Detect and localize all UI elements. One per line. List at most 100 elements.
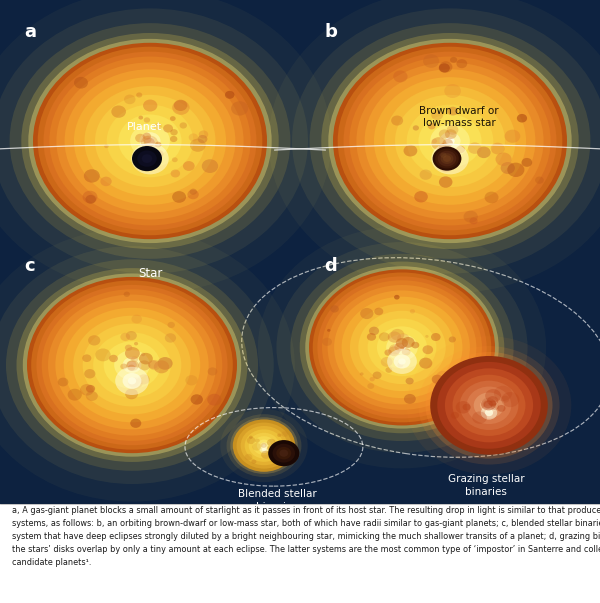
Circle shape (131, 356, 138, 362)
Circle shape (27, 277, 237, 453)
Circle shape (245, 454, 253, 460)
Circle shape (379, 332, 389, 341)
Circle shape (107, 105, 193, 177)
Circle shape (322, 33, 579, 249)
Circle shape (425, 335, 428, 338)
Circle shape (172, 191, 186, 203)
Circle shape (460, 380, 518, 430)
Circle shape (477, 147, 491, 158)
Circle shape (104, 144, 109, 148)
Circle shape (397, 362, 403, 367)
Circle shape (368, 318, 436, 376)
Circle shape (128, 378, 139, 387)
Circle shape (385, 86, 515, 196)
Text: Star: Star (138, 267, 162, 280)
Text: Grazing stellar
binaries: Grazing stellar binaries (448, 474, 524, 497)
Text: d: d (324, 257, 337, 275)
Circle shape (432, 374, 443, 384)
Circle shape (23, 273, 241, 456)
Circle shape (422, 346, 433, 354)
Circle shape (413, 125, 419, 130)
Circle shape (122, 357, 142, 373)
Circle shape (120, 364, 127, 370)
Circle shape (385, 349, 392, 356)
Circle shape (365, 69, 535, 213)
Circle shape (21, 33, 279, 249)
Circle shape (251, 459, 256, 464)
Circle shape (154, 361, 169, 373)
Circle shape (139, 353, 153, 364)
Circle shape (100, 177, 112, 186)
Circle shape (84, 369, 95, 379)
Circle shape (445, 129, 457, 139)
Circle shape (124, 292, 130, 297)
Circle shape (402, 349, 410, 356)
Circle shape (144, 118, 150, 123)
Circle shape (208, 367, 217, 376)
Circle shape (507, 163, 524, 177)
Circle shape (455, 401, 470, 414)
Circle shape (280, 449, 288, 457)
Circle shape (143, 99, 157, 112)
Circle shape (430, 124, 470, 157)
Circle shape (439, 132, 461, 150)
Circle shape (394, 343, 404, 352)
Circle shape (445, 155, 455, 163)
Circle shape (227, 414, 301, 477)
Circle shape (373, 371, 382, 379)
Circle shape (84, 169, 100, 183)
Circle shape (44, 52, 256, 230)
Text: a, A gas-giant planet blocks a small amount of starlight as it passes in front o: a, A gas-giant planet blocks a small amo… (12, 507, 600, 567)
Circle shape (397, 333, 409, 344)
Circle shape (267, 439, 276, 446)
Circle shape (439, 162, 452, 172)
Circle shape (535, 177, 544, 184)
Circle shape (149, 360, 161, 370)
Circle shape (141, 136, 158, 150)
Circle shape (387, 349, 417, 374)
Circle shape (115, 367, 149, 395)
Text: Blended stellar
binaries: Blended stellar binaries (238, 490, 316, 512)
Circle shape (134, 342, 138, 346)
Circle shape (502, 392, 520, 407)
Circle shape (496, 153, 512, 166)
Circle shape (187, 190, 199, 199)
Circle shape (131, 143, 169, 174)
Circle shape (118, 115, 182, 168)
Circle shape (430, 356, 548, 455)
Circle shape (56, 63, 244, 219)
Circle shape (374, 308, 383, 315)
Circle shape (144, 137, 155, 147)
Circle shape (31, 280, 233, 450)
Circle shape (459, 379, 463, 382)
Circle shape (125, 388, 138, 399)
Circle shape (412, 342, 419, 349)
Circle shape (165, 333, 176, 343)
Circle shape (439, 63, 450, 72)
Circle shape (233, 420, 295, 472)
Circle shape (485, 389, 501, 402)
Circle shape (112, 106, 126, 118)
Circle shape (419, 358, 433, 368)
Circle shape (501, 396, 509, 403)
Circle shape (313, 273, 491, 422)
Circle shape (0, 246, 274, 484)
Circle shape (137, 150, 157, 167)
Circle shape (350, 304, 454, 391)
Circle shape (467, 387, 511, 424)
Circle shape (6, 259, 258, 471)
Circle shape (167, 322, 175, 328)
Text: a: a (24, 23, 36, 40)
Circle shape (28, 39, 272, 243)
Circle shape (73, 316, 191, 414)
Circle shape (463, 403, 470, 411)
Circle shape (309, 270, 495, 426)
Circle shape (374, 77, 526, 205)
Circle shape (485, 192, 499, 203)
Circle shape (127, 361, 137, 369)
Circle shape (394, 295, 400, 300)
Circle shape (125, 347, 140, 359)
Circle shape (230, 417, 298, 474)
Circle shape (447, 125, 458, 134)
Circle shape (389, 344, 401, 355)
